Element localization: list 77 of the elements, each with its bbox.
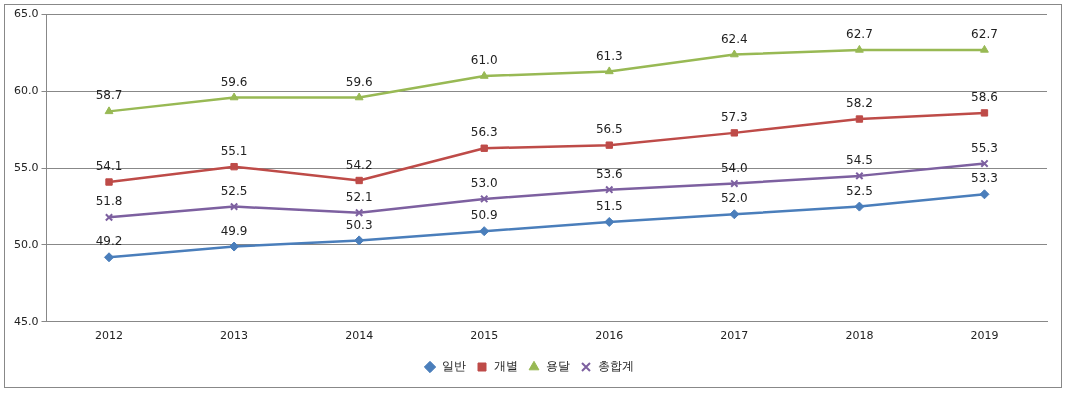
- point: [230, 162, 238, 171]
- data-label: 58.7: [95, 88, 123, 103]
- data-label: 55.1: [220, 143, 248, 158]
- point: [855, 115, 864, 123]
- point: [855, 44, 864, 53]
- legend-label: 총합계: [598, 359, 634, 374]
- data-label: 51.8: [95, 194, 123, 209]
- x-tick-label: 2018: [845, 329, 874, 343]
- data-label: 56.3: [470, 125, 498, 140]
- point: [354, 92, 364, 101]
- legend-label: 용달: [546, 359, 570, 374]
- point: [229, 241, 240, 252]
- point: [604, 66, 614, 75]
- point: [605, 185, 614, 194]
- y-tick-label: 50.0: [13, 237, 39, 251]
- data-label: 61.3: [595, 48, 623, 63]
- y-tick-label: 45.0: [13, 314, 39, 328]
- data-label: 50.3: [345, 217, 373, 232]
- point: [980, 44, 989, 53]
- point: [354, 208, 364, 217]
- data-label: 50.9: [470, 208, 498, 223]
- point: [479, 71, 489, 79]
- data-label: 49.2: [95, 234, 123, 249]
- point: [979, 189, 990, 200]
- data-label: 51.5: [595, 199, 623, 214]
- point: [605, 141, 613, 149]
- point: [229, 92, 239, 101]
- data-label: 62.7: [971, 27, 998, 42]
- data-label: 53.3: [971, 171, 998, 186]
- x-tick-label: 2013: [220, 329, 249, 343]
- data-label: 52.0: [720, 191, 748, 206]
- data-label: 54.5: [846, 153, 873, 168]
- point: [980, 109, 989, 117]
- point: [855, 171, 864, 181]
- point: [729, 209, 740, 220]
- x-tick-label: 2014: [345, 329, 374, 343]
- point: [730, 179, 739, 188]
- point: [229, 202, 239, 211]
- data-label: 61.0: [470, 53, 498, 68]
- point: [854, 201, 865, 212]
- x-tick-label: 2019: [970, 329, 999, 343]
- data-label: 52.1: [345, 189, 373, 204]
- data-label: 55.3: [971, 140, 998, 155]
- point: [480, 144, 488, 152]
- legend-label: 개별: [494, 359, 518, 374]
- x-tick-label: 2017: [720, 329, 749, 343]
- point: [104, 213, 114, 222]
- data-label: 53.6: [595, 166, 623, 181]
- point: [729, 49, 739, 58]
- x-tick-label: 2015: [470, 329, 499, 343]
- point: [105, 178, 113, 186]
- data-label: 57.3: [720, 110, 748, 124]
- point: [980, 159, 989, 168]
- data-label: 49.9: [220, 223, 248, 238]
- point: [480, 194, 489, 204]
- data-label: 59.6: [220, 74, 248, 89]
- legend-label: 일반: [442, 359, 466, 374]
- y-tick-label: 55.0: [13, 161, 39, 175]
- data-label: 58.6: [971, 90, 998, 105]
- x-tick-label: 2012: [95, 329, 124, 343]
- data-label: 62.4: [720, 31, 748, 46]
- y-tick-label: 60.0: [13, 84, 39, 98]
- data-label: 54.2: [345, 157, 373, 172]
- data-label: 53.0: [470, 176, 498, 191]
- data-label: 59.6: [345, 74, 373, 89]
- data-label: 58.2: [846, 96, 873, 111]
- point: [355, 176, 363, 185]
- data-label: 52.5: [846, 183, 873, 198]
- data-label: 52.5: [220, 183, 248, 198]
- point: [730, 129, 739, 137]
- data-label: 54.0: [720, 160, 748, 175]
- point: [104, 106, 114, 115]
- data-label: 54.1: [95, 159, 123, 174]
- x-tick-label: 2016: [595, 329, 624, 343]
- data-label: 56.5: [595, 122, 623, 137]
- y-tick-label: 65.0: [13, 7, 39, 21]
- data-label: 62.7: [846, 27, 873, 42]
